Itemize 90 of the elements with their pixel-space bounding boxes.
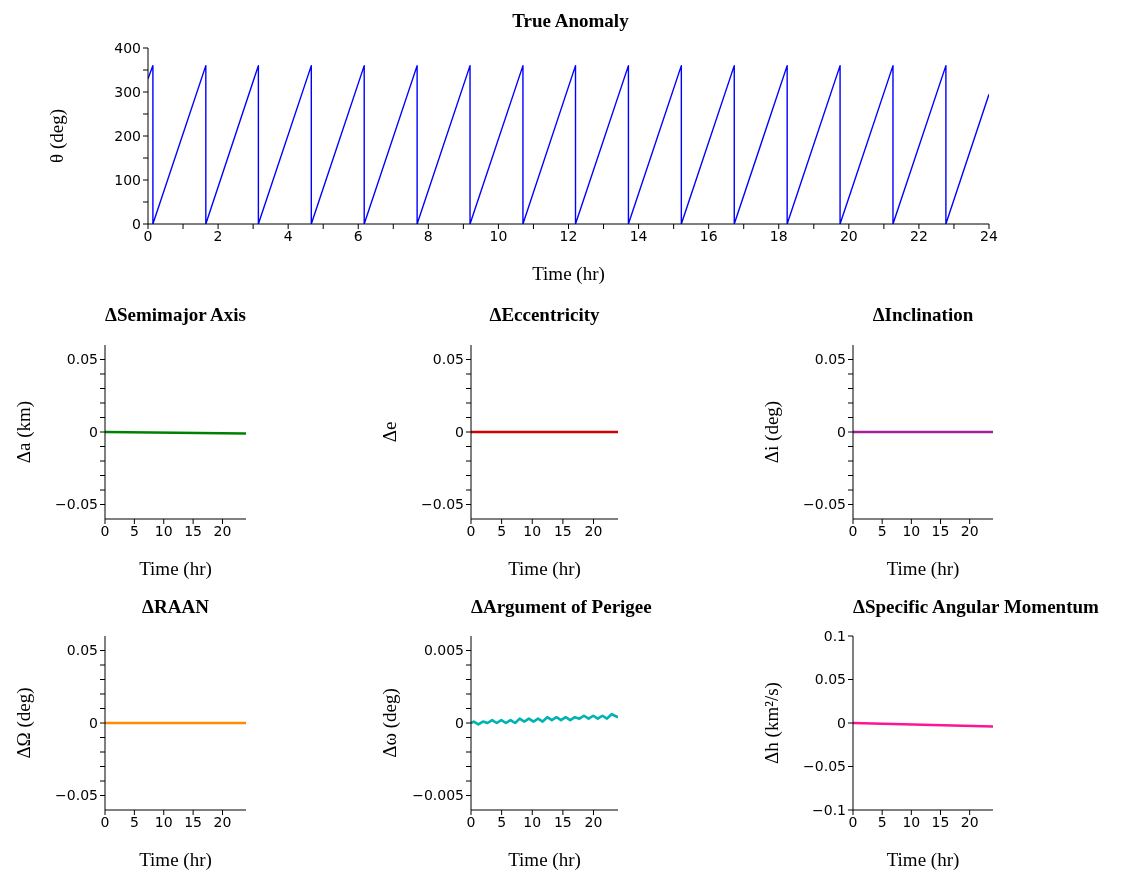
x-tick-label: 0 <box>466 813 476 830</box>
x-tick-label: 8 <box>423 227 433 244</box>
x-tick-label: 5 <box>497 522 507 539</box>
x-axis-title: Time (hr) <box>508 558 581 580</box>
x-tick-label: 15 <box>931 813 950 830</box>
x-tick-label: 20 <box>960 522 979 539</box>
x-axis-title: Time (hr) <box>139 849 212 871</box>
y-tick-label: 0.05 <box>432 351 464 368</box>
y-tick-label: 300 <box>114 83 141 100</box>
x-tick-label: 5 <box>497 813 507 830</box>
x-axis-title: Time (hr) <box>532 263 605 285</box>
y-tick-label: −0.05 <box>421 496 464 513</box>
x-tick-label: 10 <box>154 522 173 539</box>
y-tick-label: 200 <box>114 127 141 144</box>
y-axis-title: Δh (km²/s) <box>760 682 783 764</box>
y-tick-label: 0 <box>89 714 98 731</box>
x-tick-label: 14 <box>629 227 648 244</box>
y-tick-label: 400 <box>114 39 141 56</box>
x-tick-label: 0 <box>466 522 476 539</box>
y-tick-label: 100 <box>114 171 141 188</box>
y-tick-label: −0.05 <box>803 496 846 513</box>
y-tick-label: −0.05 <box>803 758 846 775</box>
x-tick-label: 0 <box>143 227 153 244</box>
x-tick-label: 20 <box>584 813 603 830</box>
x-tick-label: 22 <box>910 227 928 244</box>
x-tick-label: 15 <box>553 813 572 830</box>
x-tick-label: 10 <box>902 522 921 539</box>
y-tick-label: −0.05 <box>55 496 98 513</box>
chart-title: ΔRAAN <box>141 596 210 618</box>
x-axis-title: Time (hr) <box>886 558 960 580</box>
x-tick-label: 20 <box>960 813 979 830</box>
chart-title: True Anomaly <box>511 10 630 32</box>
x-tick-label: 5 <box>877 522 887 539</box>
x-tick-label: 5 <box>129 813 139 830</box>
y-axis-title: Δa (km) <box>12 400 35 464</box>
x-tick-label: 5 <box>129 522 139 539</box>
line-series <box>471 713 618 726</box>
x-tick-label: 0 <box>100 813 110 830</box>
chart-title: ΔSpecific Angular Momentum <box>853 596 1099 618</box>
x-tick-label: 15 <box>553 522 572 539</box>
y-tick-label: −0.1 <box>812 801 846 818</box>
y-axis-title: Δi (deg) <box>760 400 783 464</box>
x-axis-title: Time (hr) <box>886 849 960 871</box>
y-tick-label: 0.1 <box>823 627 846 644</box>
y-tick-label: 0 <box>837 423 846 440</box>
x-tick-label: 2 <box>213 227 223 244</box>
y-tick-label: 0.05 <box>814 671 846 688</box>
chart-title: ΔEccentricity <box>488 304 601 326</box>
y-axis-title: Δω (deg) <box>378 688 401 758</box>
x-tick-label: 20 <box>213 813 232 830</box>
y-axis-title: θ (deg) <box>45 109 68 163</box>
x-tick-label: 24 <box>980 227 998 244</box>
y-tick-label: 0.05 <box>66 351 98 368</box>
y-axis-title: ΔΩ (deg) <box>12 687 35 759</box>
x-tick-label: 0 <box>848 522 858 539</box>
x-tick-label: 16 <box>699 227 718 244</box>
y-tick-label: 0.005 <box>423 642 464 659</box>
x-tick-label: 15 <box>184 813 203 830</box>
x-tick-label: 0 <box>848 813 858 830</box>
y-tick-label: 0 <box>455 423 464 440</box>
x-tick-label: 10 <box>523 813 542 830</box>
x-tick-label: 10 <box>902 813 921 830</box>
x-tick-label: 6 <box>353 227 363 244</box>
x-axis-title: Time (hr) <box>508 849 581 871</box>
x-tick-label: 4 <box>283 227 293 244</box>
x-tick-label: 10 <box>154 813 173 830</box>
y-tick-label: 0.05 <box>66 642 98 659</box>
y-tick-label: 0 <box>455 714 464 731</box>
x-tick-label: 18 <box>769 227 788 244</box>
y-tick-label: 0 <box>89 423 98 440</box>
y-tick-label: −0.005 <box>412 787 464 804</box>
y-tick-label: 0 <box>132 215 141 232</box>
y-tick-label: 0 <box>837 714 846 731</box>
y-tick-label: 0.05 <box>814 351 846 368</box>
y-tick-label: −0.05 <box>55 787 98 804</box>
y-axis-title: Δe <box>378 421 400 443</box>
chart-title: ΔSemimajor Axis <box>105 304 246 326</box>
x-tick-label: 12 <box>559 227 578 244</box>
x-tick-label: 20 <box>584 522 603 539</box>
x-tick-label: 10 <box>523 522 542 539</box>
x-tick-label: 0 <box>100 522 110 539</box>
x-tick-label: 5 <box>877 813 887 830</box>
x-tick-label: 20 <box>213 522 232 539</box>
x-tick-label: 10 <box>489 227 508 244</box>
x-tick-label: 15 <box>184 522 203 539</box>
x-axis-title: Time (hr) <box>139 558 212 580</box>
chart-title: ΔInclination <box>871 304 975 326</box>
x-tick-label: 20 <box>839 227 858 244</box>
x-tick-label: 15 <box>931 522 950 539</box>
chart-title: ΔArgument of Perigee <box>471 596 652 618</box>
